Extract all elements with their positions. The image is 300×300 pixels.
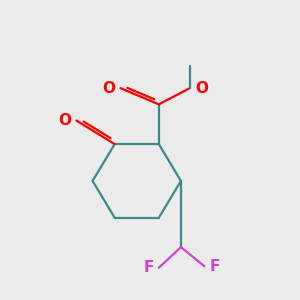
Text: F: F bbox=[143, 260, 154, 275]
Text: O: O bbox=[195, 81, 208, 96]
Text: O: O bbox=[58, 113, 71, 128]
Text: O: O bbox=[102, 81, 115, 96]
Text: F: F bbox=[210, 259, 220, 274]
